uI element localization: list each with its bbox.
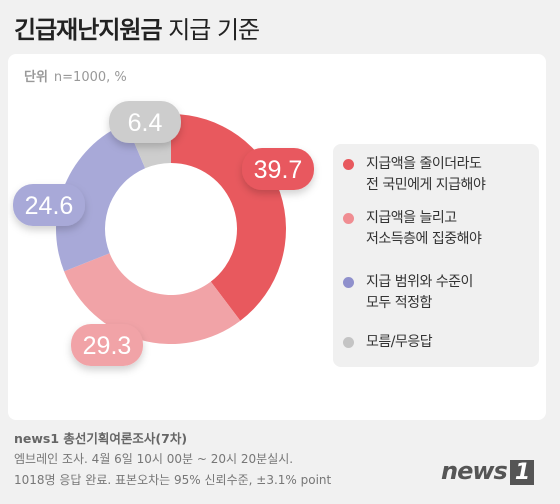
survey-period: 엠브레인 조사. 4월 6일 10시 00분 ~ 20시 20분실시.: [14, 452, 294, 466]
value-label-bg: [13, 184, 85, 226]
donut-segment: [171, 114, 286, 321]
unit-note: 단위 n=1000, %: [24, 66, 127, 85]
chart-panel: 단위 n=1000, % 39.7 29.3 24.6 6.4 지급액을 줄이더라도 전…: [8, 54, 546, 420]
value-label: 24.6: [13, 184, 85, 226]
legend-dot: [343, 277, 354, 288]
logo-text: news: [441, 457, 508, 485]
news1-logo: news 1: [441, 457, 535, 485]
value-label-text: 24.6: [25, 192, 74, 220]
value-label-bg: [71, 324, 143, 366]
footer: news1 총선기획여론조사(7차) 엠브레인 조사. 4월 6일 10시 00…: [14, 428, 331, 491]
legend-item: 지급액을 늘리고 저소득층에 집중해야: [343, 208, 482, 250]
value-label: 6.4: [109, 101, 181, 143]
legend-dot: [343, 159, 354, 170]
value-label: 29.3: [71, 324, 143, 366]
legend-label: 지급 범위와 수준이 모두 적정함: [366, 274, 473, 311]
donut-segment: [56, 123, 146, 272]
unit-label: 단위: [24, 70, 48, 85]
unit-text: n=1000, %: [53, 70, 127, 85]
value-label-text: 39.7: [254, 156, 303, 184]
value-label-text: 29.3: [83, 332, 132, 360]
legend-item: 모름/무응답: [343, 332, 433, 353]
legend-item: 지급 범위와 수준이 모두 적정함: [343, 272, 473, 314]
value-label: 39.7: [242, 148, 314, 190]
logo-number: 1: [509, 460, 535, 485]
value-label-bg: [109, 101, 181, 143]
legend-label: 지급액을 줄이더라도 전 국민에게 지급해야: [366, 156, 486, 193]
survey-source: news1 총선기획여론조사(7차): [14, 431, 188, 446]
legend-label: 지급액을 늘리고 저소득층에 집중해야: [366, 210, 482, 247]
value-label-bg: [242, 148, 314, 190]
chart-title: 긴급재난지원금 지급 기준: [14, 10, 260, 45]
value-label-text: 6.4: [128, 109, 163, 137]
legend-dot: [343, 213, 354, 224]
legend-item: 지급액을 줄이더라도 전 국민에게 지급해야: [343, 154, 486, 196]
legend: 지급액을 줄이더라도 전 국민에게 지급해야 지급액을 늘리고 저소득층에 집중…: [333, 144, 539, 367]
chart-title-bold: 긴급재난지원금: [14, 16, 163, 44]
survey-margin: 1018명 응답 완료. 표본오차는 95% 신뢰수준, ±3.1% point: [14, 473, 332, 487]
legend-dot: [343, 337, 354, 348]
legend-label: 모름/무응답: [366, 334, 433, 350]
donut-segment: [64, 253, 241, 344]
chart-title-light: 지급 기준: [161, 16, 260, 44]
donut-chart: 39.7 29.3 24.6 6.4: [13, 101, 314, 366]
